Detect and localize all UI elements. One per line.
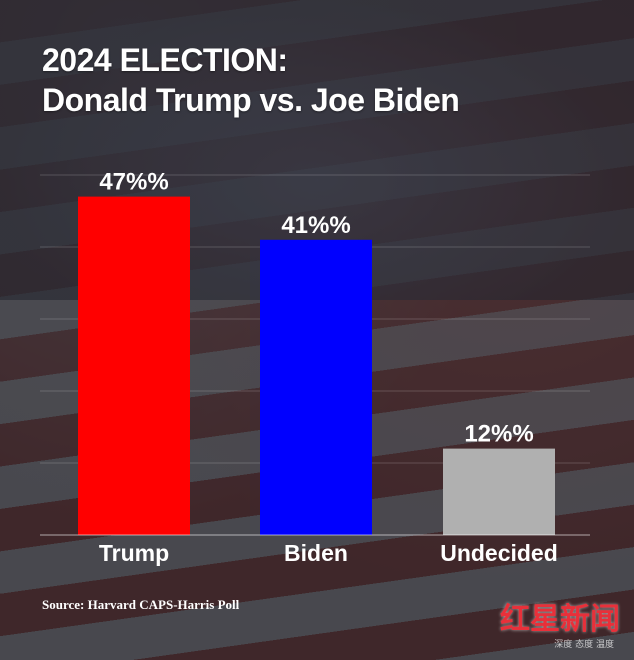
bar-biden	[260, 239, 372, 536]
watermark-logo: 红星新闻	[500, 602, 620, 637]
bar-trump	[78, 196, 190, 535]
chart-title-line-2: Donald Trump vs. Joe Biden	[42, 82, 460, 118]
category-label-biden: Biden	[284, 540, 348, 566]
data-label-trump: 47%%	[99, 169, 168, 196]
source-note: Source: Harvard CAPS-Harris Poll	[42, 597, 240, 612]
watermark-tagline: 深度 态度 温度	[554, 640, 614, 650]
data-label-undecided: 12%%	[464, 421, 533, 448]
category-label-undecided: Undecided	[440, 540, 558, 566]
category-label-trump: Trump	[99, 540, 169, 566]
data-label-biden: 41%%	[281, 212, 350, 239]
bar-undecided	[443, 448, 555, 535]
chart-title-line-1: 2024 ELECTION:	[42, 42, 288, 78]
